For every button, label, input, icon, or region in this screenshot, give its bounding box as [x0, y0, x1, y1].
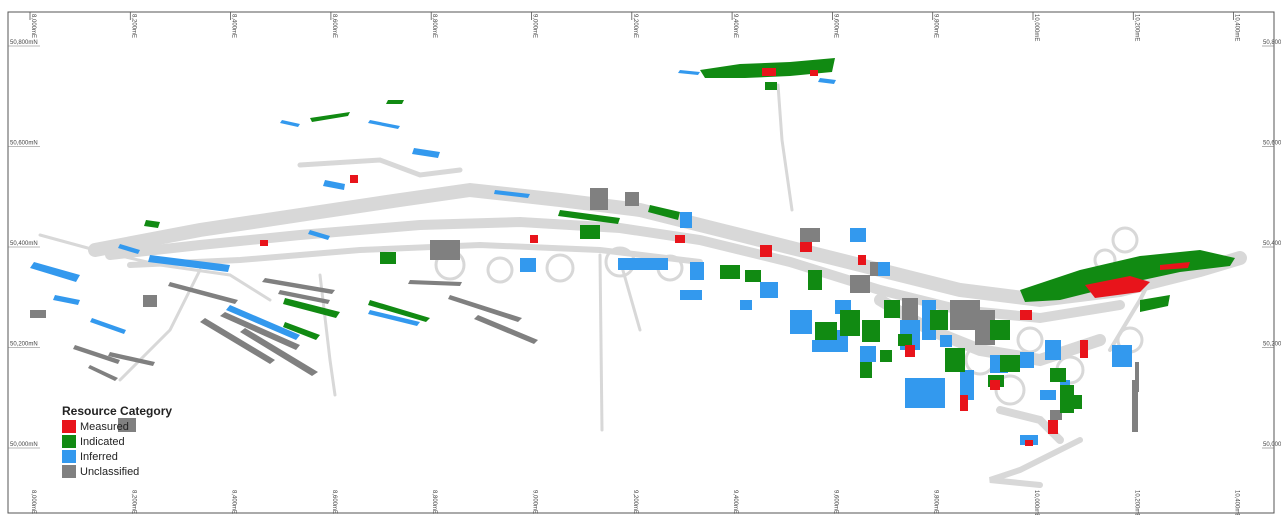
easting-label-top: 8,600mE [331, 14, 337, 38]
northing-label-right: 50,000 [1263, 442, 1281, 448]
northing-labels-left: 50,800mN 50,600mN 50,400mN 50,200mN 50,000mN [8, 40, 40, 449]
northing-label-right: 50,400 [1263, 241, 1281, 247]
northing-label-right: 50,600 [1263, 141, 1281, 147]
legend-item: Unclassified [62, 464, 172, 479]
easting-label-top: 9,600mE [832, 14, 838, 38]
easting-label-bottom: 9,000mE [532, 490, 538, 514]
northing-label-left: 50,000mN [10, 442, 38, 448]
easting-labels-bottom: 8,000mE 8,200mE 8,400mE 8,600mE 8,800mE 9,000… [30, 490, 1240, 515]
easting-label-bottom: 10,000mE [1033, 490, 1039, 515]
easting-label-bottom: 8,800mE [431, 490, 437, 514]
easting-label-top: 10,400mE [1234, 14, 1240, 41]
legend: Resource Category Measured Indicated Infer… [62, 404, 172, 479]
northing-label-left: 50,400mN [10, 241, 38, 247]
legend-swatch [62, 465, 76, 478]
legend-swatch [62, 435, 76, 448]
unclassified-zones [30, 188, 1139, 432]
measured-zones [260, 68, 1190, 446]
northing-label-left: 50,600mN [10, 141, 38, 147]
easting-label-top: 10,200mE [1133, 14, 1139, 41]
easting-label-top: 8,000mE [30, 14, 36, 38]
map-frame [7, 11, 1275, 514]
legend-title: Resource Category [62, 404, 173, 418]
easting-label-bottom: 9,200mE [632, 490, 638, 514]
easting-label-bottom: 9,400mE [732, 490, 738, 514]
northing-label-right: 50,800 [1263, 40, 1281, 46]
inferred-zones [30, 70, 1132, 445]
easting-label-bottom: 9,600mE [832, 490, 838, 514]
easting-label-bottom: 10,200mE [1133, 490, 1139, 515]
legend-items: Measured Indicated Inferred Unclassified [62, 419, 172, 479]
legend-item: Measured [62, 419, 172, 434]
easting-label-bottom: 10,400mE [1234, 490, 1240, 515]
easting-label-top: 9,400mE [732, 14, 738, 38]
legend-swatch [62, 420, 76, 433]
northing-label-right: 50,200 [1263, 342, 1281, 348]
northing-label-left: 50,800mN [10, 40, 38, 46]
easting-label-bottom: 8,600mE [331, 490, 337, 514]
easting-label-top: 8,200mE [130, 14, 136, 38]
easting-label-top: 9,000mE [532, 14, 538, 38]
legend-label: Inferred [80, 450, 118, 463]
easting-label-top: 9,800mE [933, 14, 939, 38]
northing-label-left: 50,200mN [10, 342, 38, 348]
legend-item: Indicated [62, 434, 172, 449]
easting-label-top: 9,200mE [632, 14, 638, 38]
easting-labels-top: 8,000mE 8,200mE 8,400mE 8,600mE 8,800mE 9,000… [29, 12, 1240, 41]
easting-label-top: 8,400mE [231, 14, 237, 38]
easting-label-bottom: 9,800mE [933, 490, 939, 514]
legend-label: Indicated [80, 435, 125, 448]
easting-label-bottom: 8,000mE [30, 490, 36, 514]
legend-item: Inferred [62, 449, 172, 464]
easting-label-top: 8,800mE [431, 14, 437, 38]
northing-labels-right: 50,800 50,600 50,400 50,200 50,000 [1262, 40, 1281, 449]
easting-label-bottom: 8,400mE [231, 490, 237, 514]
legend-label: Unclassified [80, 465, 140, 478]
easting-label-bottom: 8,200mE [130, 490, 136, 514]
legend-swatch [62, 450, 76, 463]
legend-label: Measured [80, 420, 129, 433]
easting-label-top: 10,000mE [1033, 14, 1039, 41]
